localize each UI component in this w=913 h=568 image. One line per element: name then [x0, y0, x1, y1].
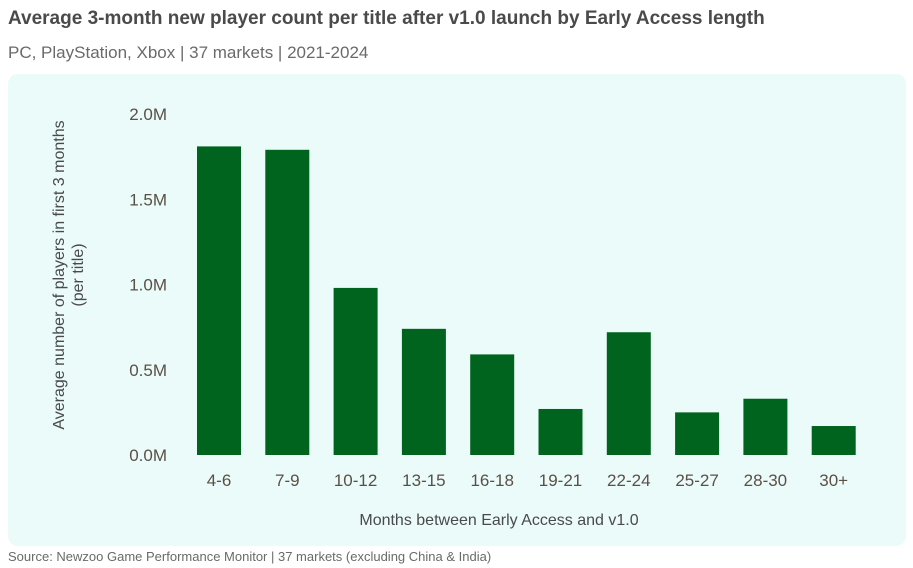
x-axis-label: Months between Early Access and v1.0	[359, 512, 638, 529]
bar-13-15	[401, 328, 446, 455]
x-tick-label: 28-30	[744, 471, 787, 490]
x-tick-label: 16-18	[470, 471, 513, 490]
y-axis-label: Average number of players in first 3 mon…	[51, 120, 68, 429]
bar-30+	[811, 426, 856, 455]
y-axis-label: (per title)	[70, 243, 87, 306]
y-tick-label: 1.0M	[129, 276, 167, 295]
source-note: Source: Newzoo Game Performance Monitor …	[8, 549, 492, 564]
chart-panel	[8, 74, 906, 546]
y-tick-label: 0.0M	[129, 446, 167, 465]
bar-19-21	[538, 408, 583, 455]
x-tick-label: 22-24	[607, 471, 650, 490]
x-tick-label: 25-27	[675, 471, 718, 490]
x-tick-label: 7-9	[275, 471, 300, 490]
x-tick-label: 10-12	[334, 471, 377, 490]
bar-25-27	[675, 412, 720, 455]
bar-7-9	[265, 149, 310, 455]
bar-28-30	[743, 398, 788, 455]
y-tick-label: 1.5M	[129, 190, 167, 209]
y-tick-label: 0.5M	[129, 361, 167, 380]
bar-4-6	[197, 146, 241, 455]
bar-10-12	[333, 287, 378, 455]
y-tick-label: 2.0M	[129, 105, 167, 124]
bar-22-24	[606, 332, 651, 455]
x-tick-label: 30+	[819, 471, 848, 490]
chart-subtitle: PC, PlayStation, Xbox | 37 markets | 202…	[8, 43, 369, 62]
chart-title: Average 3-month new player count per tit…	[8, 8, 765, 29]
x-tick-label: 4-6	[207, 471, 232, 490]
x-tick-label: 13-15	[402, 471, 445, 490]
bar-16-18	[470, 354, 515, 455]
x-tick-label: 19-21	[539, 471, 582, 490]
